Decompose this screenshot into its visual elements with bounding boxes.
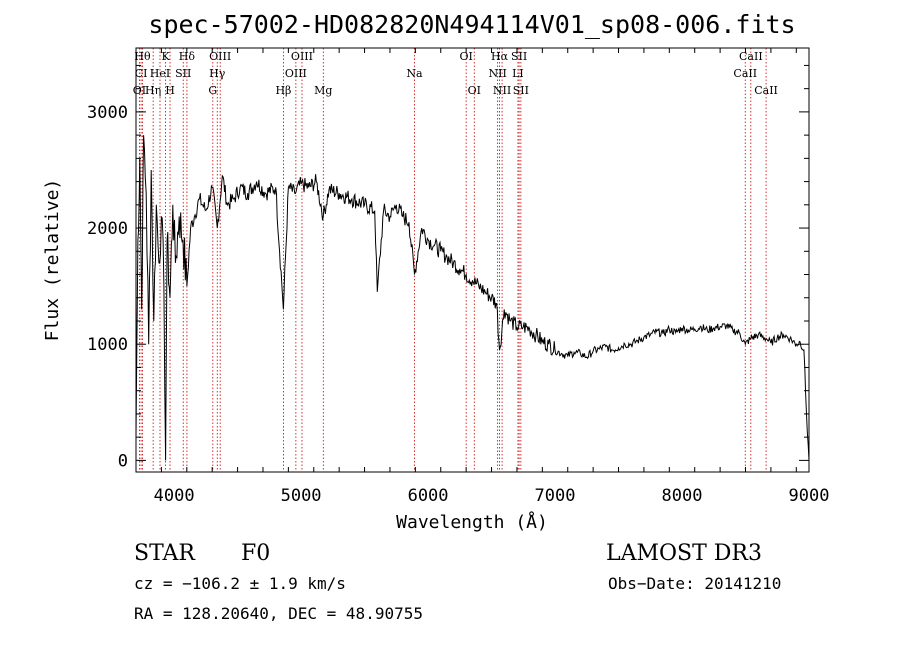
- line-label: Mg: [314, 84, 332, 97]
- line-label: OI: [468, 84, 481, 97]
- line-label: NII: [493, 84, 511, 97]
- line-label: SII: [511, 50, 527, 63]
- line-label: Hδ: [179, 50, 196, 63]
- x-tick-label: 9000: [789, 486, 830, 506]
- line-label: SII: [513, 84, 529, 97]
- line-label: OIII: [285, 67, 307, 80]
- object-subclass: F0: [241, 541, 270, 566]
- line-label: Hβ: [275, 84, 291, 97]
- line-label: Hα: [491, 50, 509, 63]
- line-label: Hθ: [134, 50, 151, 63]
- line-label: Na: [406, 67, 423, 80]
- line-label: Hγ: [209, 67, 226, 80]
- redshift-text: cz = −106.2 ± 1.9 km/s: [134, 574, 346, 593]
- y-tick-label: 0: [118, 451, 128, 471]
- line-label: CaII: [733, 67, 757, 80]
- line-label: SII: [175, 67, 191, 80]
- line-label: CI: [135, 67, 148, 80]
- y-tick-label: 2000: [87, 219, 128, 239]
- line-label: CaII: [754, 84, 778, 97]
- line-label: H: [165, 84, 175, 97]
- line-label: CaII: [739, 50, 763, 63]
- radec-text: RA = 128.20640, DEC = 48.90755: [134, 604, 423, 623]
- x-ticks: 4000 5000 6000 7000 8000 9000: [135, 48, 830, 506]
- line-label: K: [161, 50, 170, 63]
- y-axis-label: Flux (relative): [42, 179, 63, 342]
- x-tick-label: 5000: [281, 486, 322, 506]
- line-label: NII: [488, 67, 506, 80]
- x-tick-label: 8000: [662, 486, 703, 506]
- line-labels: OICIHθHηHeIKHSIIHδGHγOIIIHβOIIIOIIIMgNaO…: [133, 50, 778, 97]
- plot-frame: [135, 47, 810, 473]
- chart-title: spec-57002-HD082820N494114V01_sp08-006.f…: [148, 10, 795, 39]
- y-tick-label: 1000: [87, 335, 128, 355]
- line-markers: [139, 48, 767, 472]
- line-label: HeI: [150, 67, 170, 80]
- line-label: LI: [512, 67, 524, 80]
- line-label: OIII: [209, 50, 231, 63]
- x-axis-label: Wavelength (Å): [396, 511, 548, 533]
- y-tick-label: 3000: [87, 103, 128, 123]
- spectrum-line: [135, 135, 810, 461]
- obs-date-text: Obs−Date: 20141210: [608, 574, 781, 593]
- y-ticks: 0 1000 2000 3000: [87, 64, 809, 471]
- line-label: Hη: [145, 84, 161, 97]
- survey-name: LAMOST DR3: [606, 541, 762, 566]
- x-tick-label: 4000: [154, 486, 195, 506]
- x-tick-label: 7000: [535, 486, 576, 506]
- object-class: STAR: [134, 541, 196, 566]
- x-tick-label: 6000: [408, 486, 449, 506]
- line-label: OIII: [291, 50, 313, 63]
- line-label: G: [208, 84, 217, 97]
- line-label: OI: [459, 50, 472, 63]
